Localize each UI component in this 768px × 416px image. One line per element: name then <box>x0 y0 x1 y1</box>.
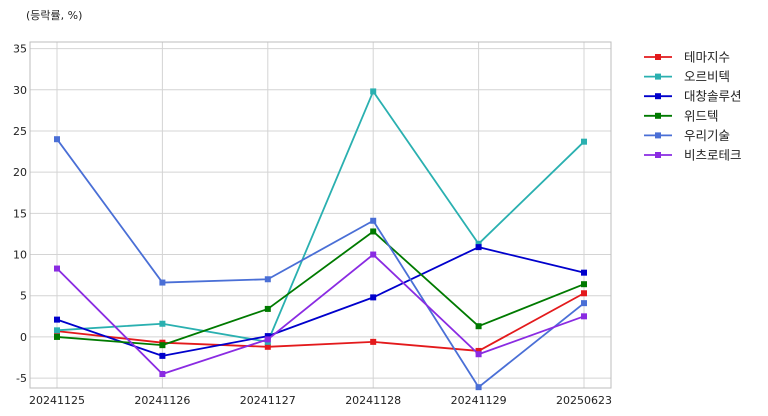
data-point <box>370 251 377 258</box>
plot-frame <box>29 41 612 389</box>
data-point <box>370 294 377 301</box>
data-point <box>581 290 587 297</box>
data-point <box>264 343 271 350</box>
data-point <box>159 342 166 349</box>
data-point <box>581 281 587 288</box>
y-tick-label: 5 <box>20 290 27 303</box>
y-tick-label: -5 <box>16 372 27 385</box>
y-tick-label: 35 <box>13 43 27 56</box>
series-line <box>56 246 585 357</box>
legend-label: 우리기술 <box>684 128 730 143</box>
legend-entry: 위드텍 <box>644 108 719 123</box>
y-tick-label: 25 <box>13 125 27 138</box>
data-point <box>475 323 482 330</box>
data-point <box>264 336 271 343</box>
legend-marker <box>655 132 661 139</box>
data-point <box>54 265 60 272</box>
data-point <box>581 300 587 307</box>
y-tick-label: 0 <box>20 331 27 344</box>
data-point <box>54 327 60 334</box>
series-대창솔루션 <box>54 244 587 359</box>
gridlines <box>30 42 611 388</box>
data-point <box>370 228 377 235</box>
legend-marker <box>655 54 661 60</box>
data-point <box>54 316 60 323</box>
legend-entry: 비츠로테크 <box>644 148 742 163</box>
data-point <box>475 244 482 251</box>
data-point <box>475 351 482 358</box>
data-point <box>159 352 166 359</box>
x-tick-label: 20241127 <box>240 394 296 407</box>
series-line <box>56 230 585 347</box>
legend-label: 비츠로테크 <box>684 148 742 163</box>
x-axis-ticks: 20241125 20241126 20241127 20241128 20241129… <box>29 394 612 407</box>
x-tick-label: 20241126 <box>134 394 190 407</box>
data-point <box>581 269 587 276</box>
legend-marker <box>655 93 661 100</box>
series-line <box>56 253 585 375</box>
data-point <box>581 138 587 145</box>
data-point <box>54 136 60 143</box>
data-point <box>159 370 166 377</box>
y-tick-label: 15 <box>13 207 27 220</box>
data-point <box>264 305 271 312</box>
unit-label: (등락률, %) <box>26 9 82 22</box>
legend-label: 오르비텍 <box>684 69 730 84</box>
y-tick-label: 20 <box>13 166 27 179</box>
data-point <box>475 347 482 354</box>
series-group <box>54 88 587 391</box>
series-line <box>56 138 585 389</box>
series-우리기술 <box>54 136 587 391</box>
legend-entry: 테마지수 <box>644 50 730 65</box>
data-point <box>264 333 271 340</box>
data-point <box>159 279 166 286</box>
legend-marker <box>655 112 661 119</box>
data-point <box>264 276 271 283</box>
data-point <box>475 384 482 391</box>
data-point <box>581 313 587 320</box>
series-line <box>56 90 585 343</box>
y-tick-label: 10 <box>13 249 27 262</box>
legend-marker <box>655 73 661 80</box>
legend-label: 위드텍 <box>684 108 719 123</box>
data-point <box>54 333 60 340</box>
data-point <box>475 240 482 247</box>
x-tick-label: 20241128 <box>345 394 401 407</box>
plot-area: -5 0 5 10 15 20 25 30 35 20241125 20241126 20241127… <box>13 41 612 407</box>
data-point <box>370 338 377 345</box>
legend-entry: 대창솔루션 <box>644 89 742 104</box>
data-point <box>370 88 377 95</box>
legend-entry: 우리기술 <box>644 128 730 143</box>
data-point <box>370 217 377 224</box>
data-point <box>159 320 166 327</box>
legend-entry: 오르비텍 <box>644 69 730 84</box>
legend-label: 대창솔루션 <box>684 89 742 104</box>
legend-marker <box>655 152 661 158</box>
y-axis-ticks: -5 0 5 10 15 20 25 30 35 <box>13 43 27 386</box>
x-tick-label: 20241125 <box>29 394 85 407</box>
series-line <box>56 292 585 352</box>
x-tick-label: 20241129 <box>451 394 507 407</box>
x-tick-label: 20250623 <box>556 394 612 407</box>
y-tick-label: 30 <box>13 84 27 97</box>
series-비츠로테크 <box>54 251 587 377</box>
legend-label: 테마지수 <box>684 50 730 65</box>
series-위드텍 <box>54 228 587 349</box>
